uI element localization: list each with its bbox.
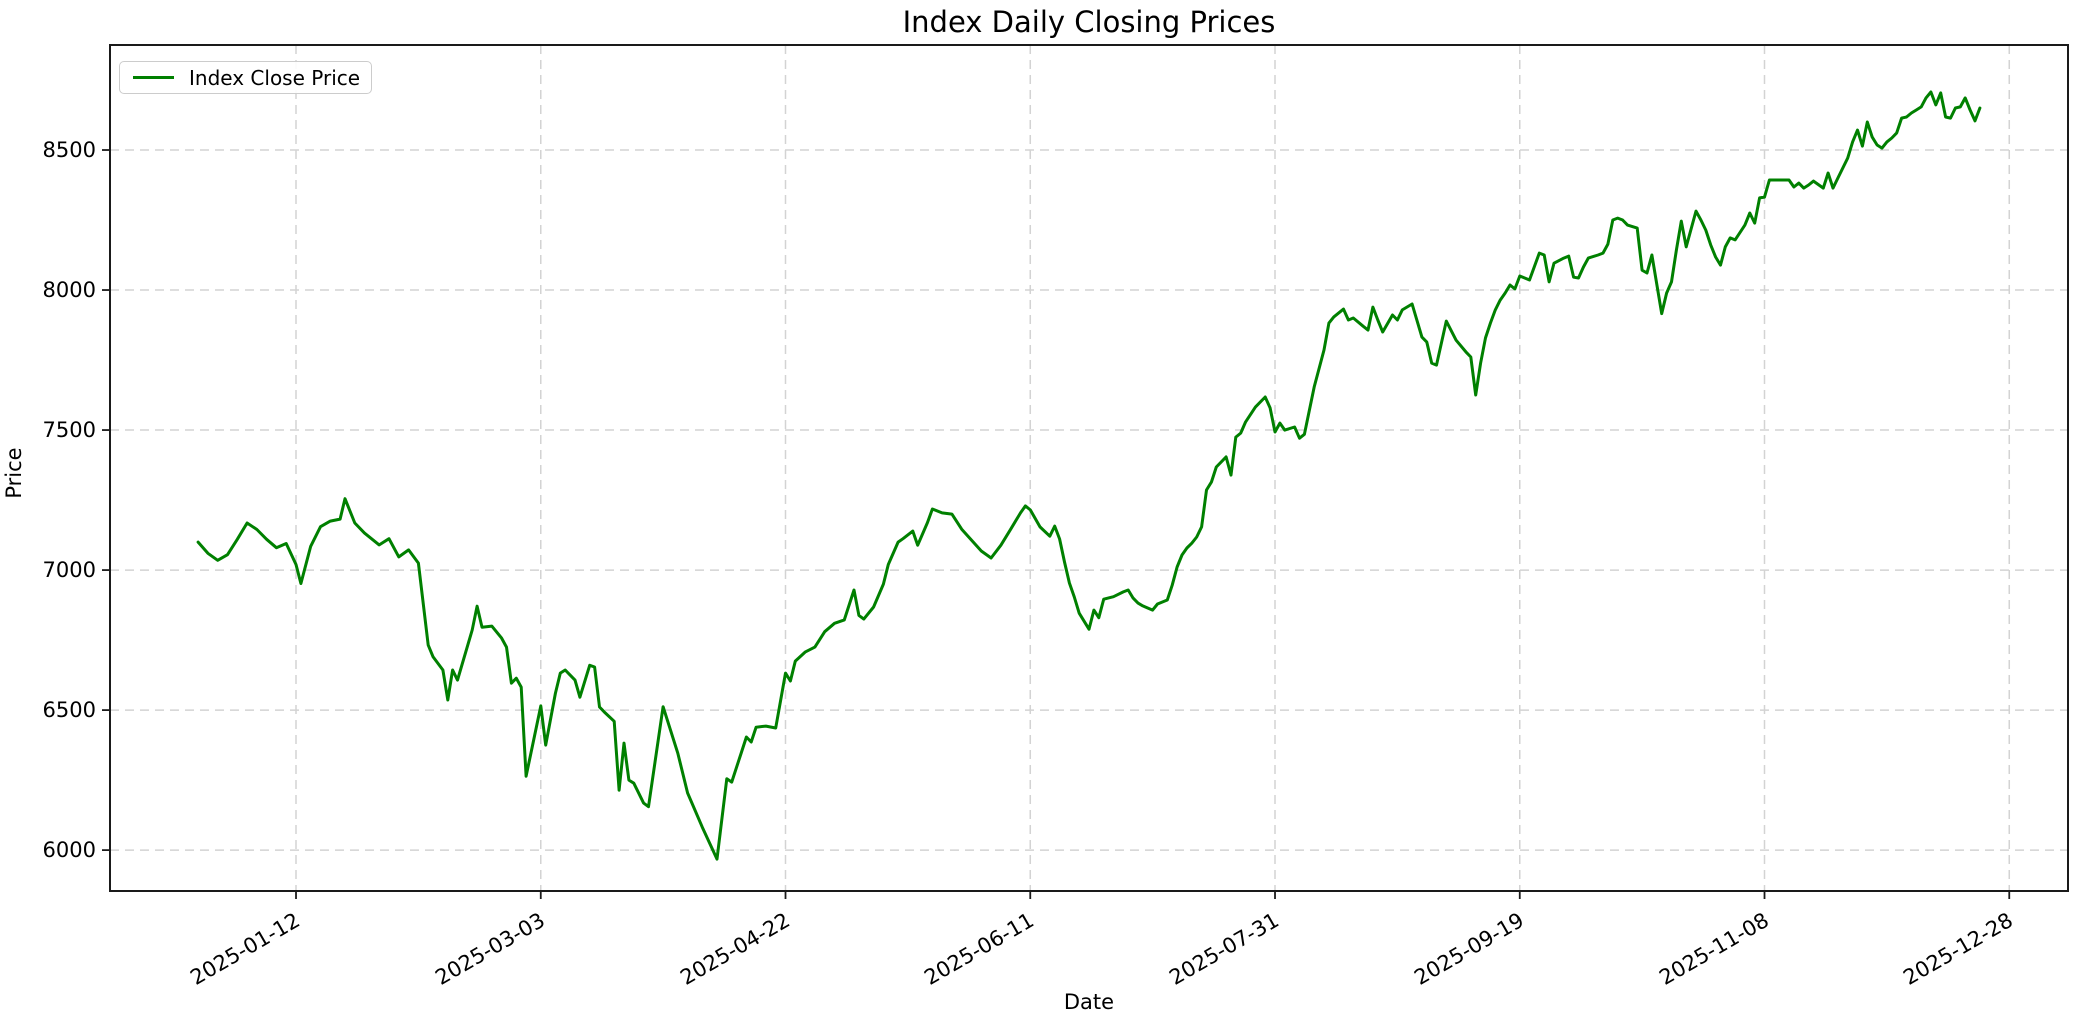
y-tick-label: 8500 (42, 138, 96, 162)
y-tick-label: 7000 (42, 558, 96, 583)
chart-title: Index Daily Closing Prices (902, 5, 1276, 39)
x-axis-label: Date (1063, 990, 1115, 1014)
legend-line-swatch (133, 76, 174, 79)
y-tick-label: 8000 (42, 278, 96, 303)
y-tick-label: 6500 (42, 698, 96, 723)
axes-spines (109, 44, 2069, 892)
y-tick-label: 6000 (42, 838, 96, 863)
legend: Index Close Price (119, 61, 372, 94)
price-line (196, 90, 1982, 861)
y-tick-label: 7500 (42, 418, 96, 443)
y-axis-label: Price (2, 447, 26, 499)
legend-label: Index Close Price (189, 65, 361, 90)
